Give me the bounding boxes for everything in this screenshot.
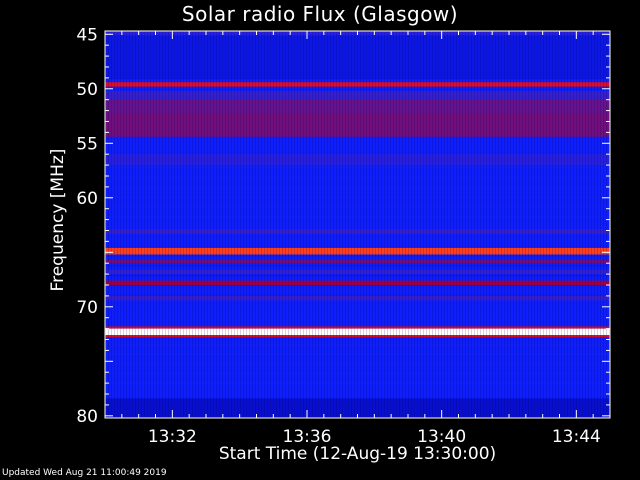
y-tick-label: 45 xyxy=(76,25,98,45)
x-tick-label: 13:40 xyxy=(417,427,466,447)
plot-area xyxy=(104,30,611,419)
time-stripes xyxy=(105,31,610,418)
x-axis-label: Start Time (12-Aug-19 13:30:00) xyxy=(218,444,497,464)
y-tick-label: 80 xyxy=(76,407,98,427)
y-axis: 45 50 55 60 70 80 xyxy=(76,25,610,427)
y-tick-label: 55 xyxy=(76,134,98,154)
updated-timestamp: Updated Wed Aug 21 11:00:49 2019 xyxy=(2,468,167,478)
x-axis: 13:32 13:36 13:40 13:44 xyxy=(104,31,611,447)
y-tick-label: 70 xyxy=(76,298,98,318)
y-tick-label: 50 xyxy=(76,80,98,100)
y-tick-label: 60 xyxy=(76,189,98,209)
x-tick-label: 13:36 xyxy=(283,427,332,447)
x-tick-label: 13:32 xyxy=(148,427,197,447)
y-axis-label: Frequency [MHz] xyxy=(48,148,68,292)
chart-title: Solar radio Flux (Glasgow) xyxy=(181,2,459,26)
x-tick-label: 13:44 xyxy=(552,427,601,447)
